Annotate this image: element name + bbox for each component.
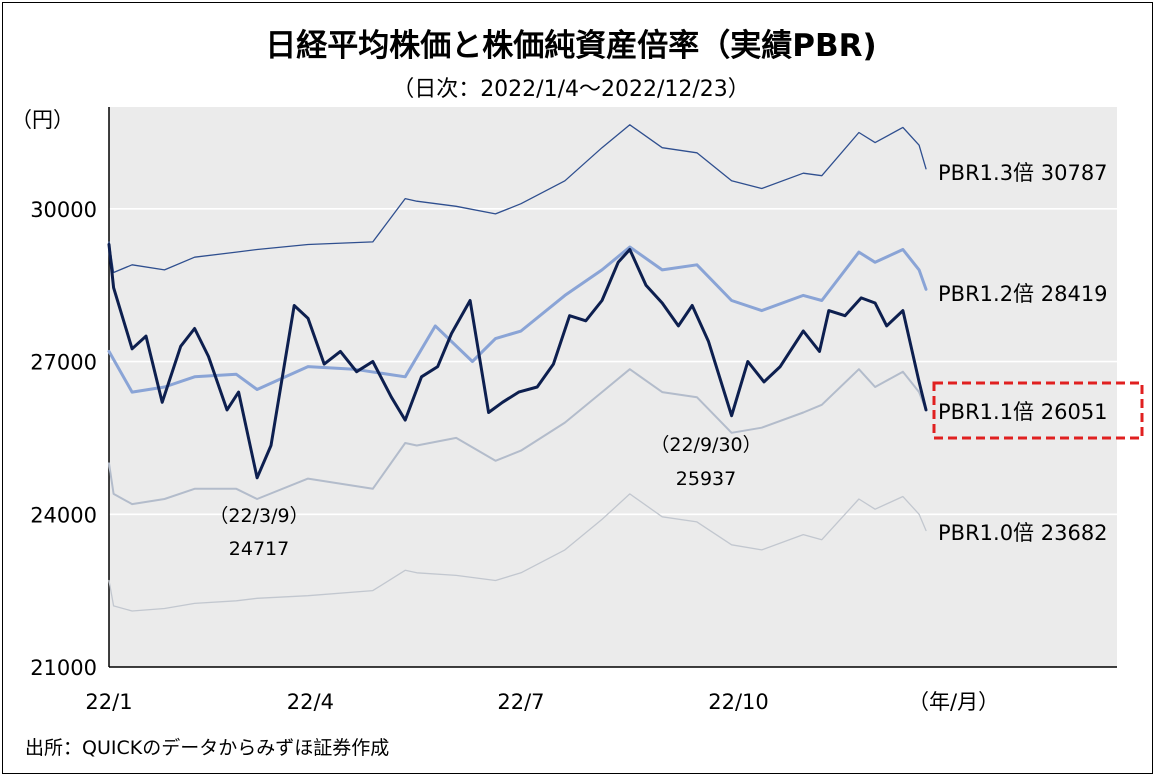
y-tick-label: 21000 [30,656,97,680]
chart-subtitle: （日次：2022/1/4～2022/12/23） [392,77,750,102]
series-line-3 [108,493,927,612]
chart-svg: 日経平均株価と株価純資産倍率（実績PBR) （日次：2022/1/4～2022/… [11,28,1144,759]
x-tick-labels: 22/1 22/4 22/7 22/10 [85,690,768,714]
annotation-march-date: （22/3/9） [209,505,308,527]
series-line-4 [108,368,927,506]
annotation-september-date: （22/9/30） [650,434,761,456]
series-label-pbr-1-1: PBR1.1倍 26051 [938,400,1108,424]
y-tick-label: 27000 [30,351,97,375]
x-tick-label: 22/1 [85,690,132,714]
series-label-pbr-1-3: PBR1.3倍 30787 [938,161,1108,185]
x-tick-label: 22/7 [497,690,544,714]
series-label-pbr-1-2: PBR1.2倍 28419 [938,282,1108,306]
x-axis-unit-label: （年/月） [908,690,999,714]
series-line-2 [107,243,928,480]
pbr-1-1-highlight-box [932,381,1144,440]
y-axis-unit-label: （円） [11,108,74,132]
chart-title: 日経平均株価と株価純資産倍率（実績PBR) [265,28,876,64]
annotation-march-value: 24717 [229,538,289,560]
gridlines [109,208,1117,516]
series-line-1 [107,245,928,394]
x-tick-label: 22/4 [287,690,334,714]
y-tick-labels: 30000 27000 24000 21000 [30,198,97,680]
annotation-september-value: 25937 [676,468,736,490]
source-note: 出所：QUICKのデータからみずほ証券作成 [25,737,389,759]
plot-area [109,107,1117,667]
series-lines [107,124,928,612]
series-label-pbr-1-0: PBR1.0倍 23682 [938,521,1108,545]
series-line-0 [108,124,927,274]
y-tick-label: 24000 [30,503,97,527]
x-tick-label: 22/10 [708,690,769,714]
y-tick-label: 30000 [30,198,97,222]
